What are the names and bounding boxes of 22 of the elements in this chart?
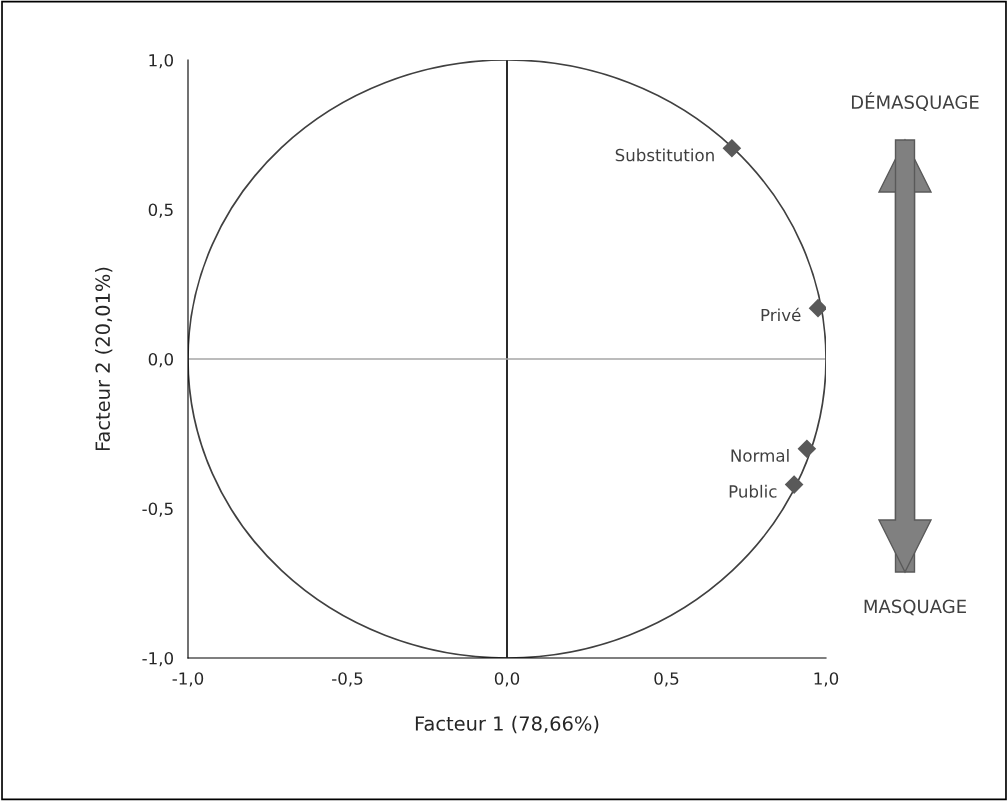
- y-tick-label: 0,5: [148, 203, 173, 218]
- x-tick-label: -1,0: [172, 672, 204, 687]
- annotation: Public: [729, 484, 777, 498]
- point: [797, 439, 817, 459]
- y-tick-label: 0,0: [148, 352, 173, 368]
- point: [722, 138, 742, 158]
- y-axis-title: Facteur 2 (20,01%): [95, 267, 113, 451]
- annotation: Privé: [761, 307, 801, 322]
- point: [784, 475, 804, 494]
- y-tick-label: -0,5: [142, 502, 173, 517]
- y-tick-label: -1,0: [142, 651, 174, 667]
- x-tick-label: -0,5: [332, 672, 363, 687]
- x-axis-title: Facteur 1 (78,66%): [415, 715, 599, 734]
- y-tick-label: 1,0: [149, 53, 173, 69]
- annotation: Normal: [731, 448, 789, 462]
- point: [808, 298, 826, 318]
- x-tick-label: 0,5: [654, 672, 679, 687]
- text: MASQUAGE: [864, 599, 966, 616]
- text: DÉMASQUAGE: [851, 92, 979, 112]
- annotation: Substitution: [615, 148, 714, 162]
- x-tick-label: 0,0: [494, 672, 520, 687]
- x-tick-label: 1,0: [814, 672, 839, 687]
